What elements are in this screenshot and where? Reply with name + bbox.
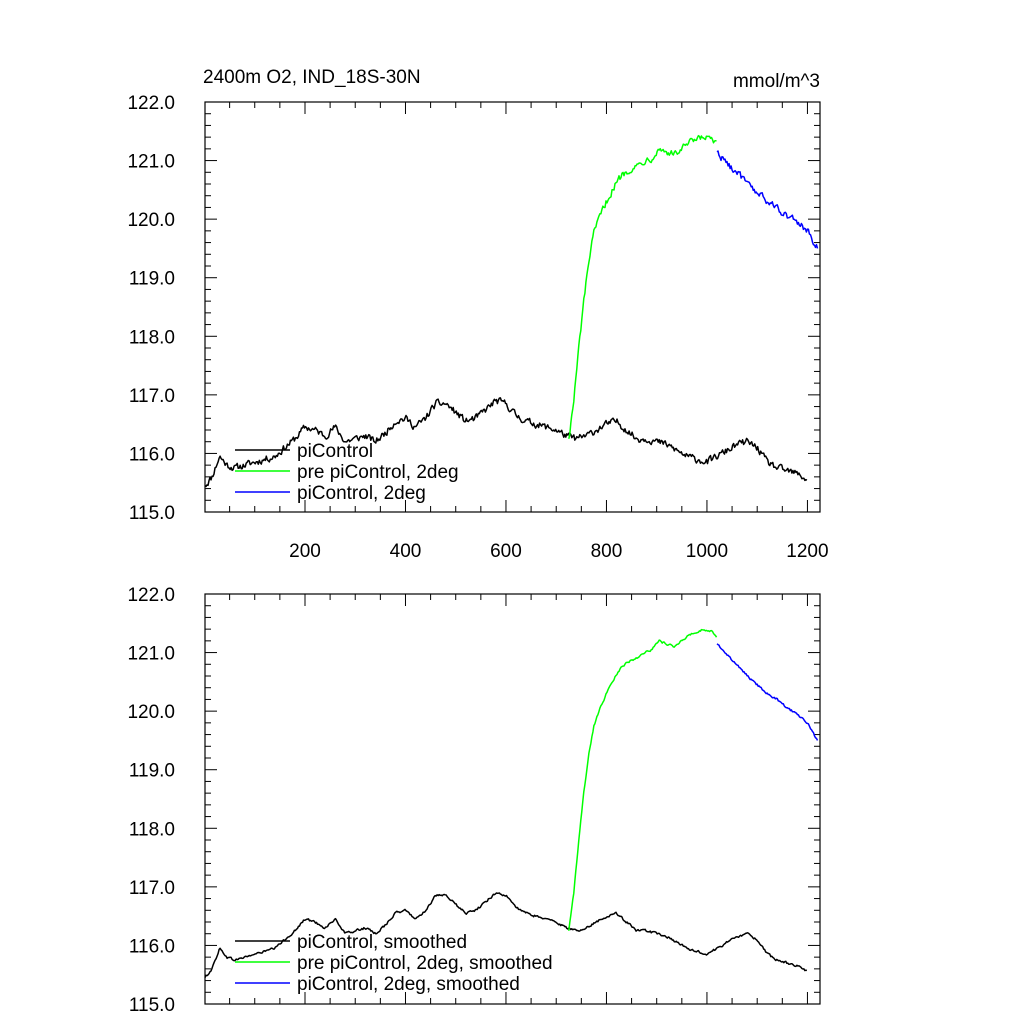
bottom-legend-label-picontrol-2deg-smoothed: piControl, 2deg, smoothed: [297, 974, 520, 995]
top-y-tick-label: 115.0: [129, 503, 175, 524]
bottom-y-tick-label: 116.0: [129, 936, 175, 957]
top-x-tick-label: 400: [390, 541, 422, 562]
bottom-y-tick-label: 122.0: [127, 585, 175, 606]
top-panel: 2400m O2, IND_18S-30N mmol/m^3 200 400 600…: [127, 67, 828, 562]
top-x-tick-label: 200: [289, 541, 321, 562]
top-legend-label-picontrol: piControl: [297, 441, 373, 462]
top-y-tick-label: 116.0: [129, 444, 175, 465]
bottom-panel: 115.0 116.0 117.0 118.0 119.0 120.0 121.0 122.0…: [127, 585, 821, 1016]
top-y-tick-label: 118.0: [129, 327, 175, 348]
top-y-tick-label: 120.0: [127, 210, 175, 231]
top-series-line-picontrol-2deg: [716, 150, 819, 249]
top-series-line-pre-picontrol-2deg: [568, 134, 717, 439]
top-x-tick-label: 1200: [786, 541, 828, 562]
bottom-series-line-pre-picontrol-2deg-smoothed: [568, 628, 718, 931]
top-panel-title: 2400m O2, IND_18S-30N: [203, 67, 421, 88]
top-series-line-picontrol: [204, 397, 808, 488]
bottom-legend: piControl, smoothed pre piControl, 2deg,…: [235, 932, 553, 995]
top-legend: piControl pre piControl, 2deg piControl,…: [235, 441, 459, 504]
bottom-legend-label-picontrol-smoothed: piControl, smoothed: [297, 932, 467, 953]
bottom-y-tick-label: 115.0: [129, 995, 175, 1016]
bottom-legend-label-pre-picontrol-2deg-smoothed: pre piControl, 2deg, smoothed: [297, 953, 553, 974]
top-plot-area: 200 400 600 800 1000 1200 115.0 116.0 117.0 118.0…: [127, 93, 828, 562]
bottom-plot-area: 115.0 116.0 117.0 118.0 119.0 120.0 121.0 122.0: [127, 585, 821, 1016]
top-legend-label-picontrol-2deg: piControl, 2deg: [297, 483, 426, 504]
bottom-y-tick-label: 119.0: [129, 761, 175, 782]
top-x-tick-label: 800: [591, 541, 623, 562]
top-y-tick-label: 121.0: [127, 152, 175, 173]
top-x-tick-label: 600: [490, 541, 522, 562]
bottom-plot-frame: [204, 593, 821, 1005]
bottom-y-tick-label: 120.0: [127, 702, 175, 723]
bottom-y-tick-label: 121.0: [127, 644, 175, 665]
top-legend-label-pre-picontrol-2deg: pre piControl, 2deg: [297, 462, 459, 483]
top-y-tick-label: 119.0: [129, 269, 175, 290]
top-plot-frame: [204, 101, 821, 513]
bottom-series-line-picontrol-smoothed: [204, 892, 808, 978]
bottom-series-line-picontrol-2deg-smoothed: [716, 643, 819, 741]
top-y-tick-label: 117.0: [129, 386, 175, 407]
bottom-y-tick-label: 117.0: [129, 878, 175, 899]
bottom-y-tick-label: 118.0: [129, 819, 175, 840]
top-x-tick-label: 1000: [686, 541, 728, 562]
top-y-tick-label: 122.0: [127, 93, 175, 114]
top-panel-units: mmol/m^3: [733, 71, 820, 92]
